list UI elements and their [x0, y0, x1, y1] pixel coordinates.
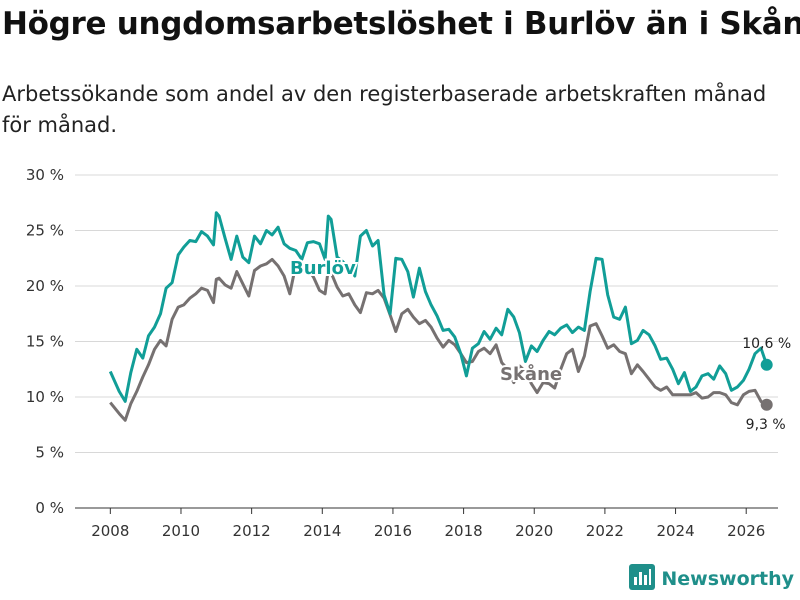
x-tick-label: 2010 — [162, 522, 200, 540]
series-lines — [108, 211, 773, 422]
series-labels: Burlöv Skåne 10,6 % 9,3 % — [288, 256, 791, 433]
x-tick-label: 2026 — [727, 522, 765, 540]
x-tick-label: 2024 — [656, 522, 694, 540]
x-axis: 2008 2010 2012 2014 2016 2018 2020 2022 2024 2026 — [75, 507, 778, 540]
x-tick-label: 2018 — [444, 522, 482, 540]
y-tick-label: 15 % — [26, 333, 64, 351]
x-tick-label: 2022 — [586, 522, 624, 540]
y-tick-label: 30 % — [26, 166, 64, 184]
y-axis-ticks: 0 % 5 % 10 % 15 % 20 % 25 % 30 % — [26, 166, 64, 517]
y-tick-label: 10 % — [26, 388, 64, 406]
end-point-skane — [760, 398, 773, 411]
chart-subtitle: Arbetssökande som andel av den registerb… — [2, 82, 767, 137]
y-tick-label: 0 % — [35, 499, 64, 517]
series-label-skane: Skåne — [500, 363, 562, 385]
end-point-burlov — [760, 358, 773, 371]
brand-name: Newsworthy — [661, 568, 794, 590]
end-label-burlov: 10,6 % — [742, 336, 791, 352]
x-tick-label: 2020 — [515, 522, 553, 540]
y-tick-label: 20 % — [26, 277, 64, 295]
bar-chart-logo-icon — [629, 564, 656, 594]
y-tick-label: 25 % — [26, 222, 64, 240]
gridlines — [75, 174, 778, 453]
brand-logo: Newsworthy — [629, 564, 794, 594]
x-tick-label: 2014 — [303, 522, 341, 540]
series-label-burlov: Burlöv — [290, 258, 356, 279]
chart-title: Högre ungdomsarbetslöshet i Burlöv än i … — [2, 6, 800, 42]
series-line-skane — [109, 257, 768, 422]
x-tick-label: 2016 — [374, 522, 412, 540]
series-line-burlov — [108, 211, 769, 403]
end-label-skane: 9,3 % — [746, 417, 786, 433]
x-tick-label: 2012 — [233, 522, 271, 540]
y-tick-label: 5 % — [35, 444, 64, 462]
x-tick-label: 2008 — [91, 522, 129, 540]
